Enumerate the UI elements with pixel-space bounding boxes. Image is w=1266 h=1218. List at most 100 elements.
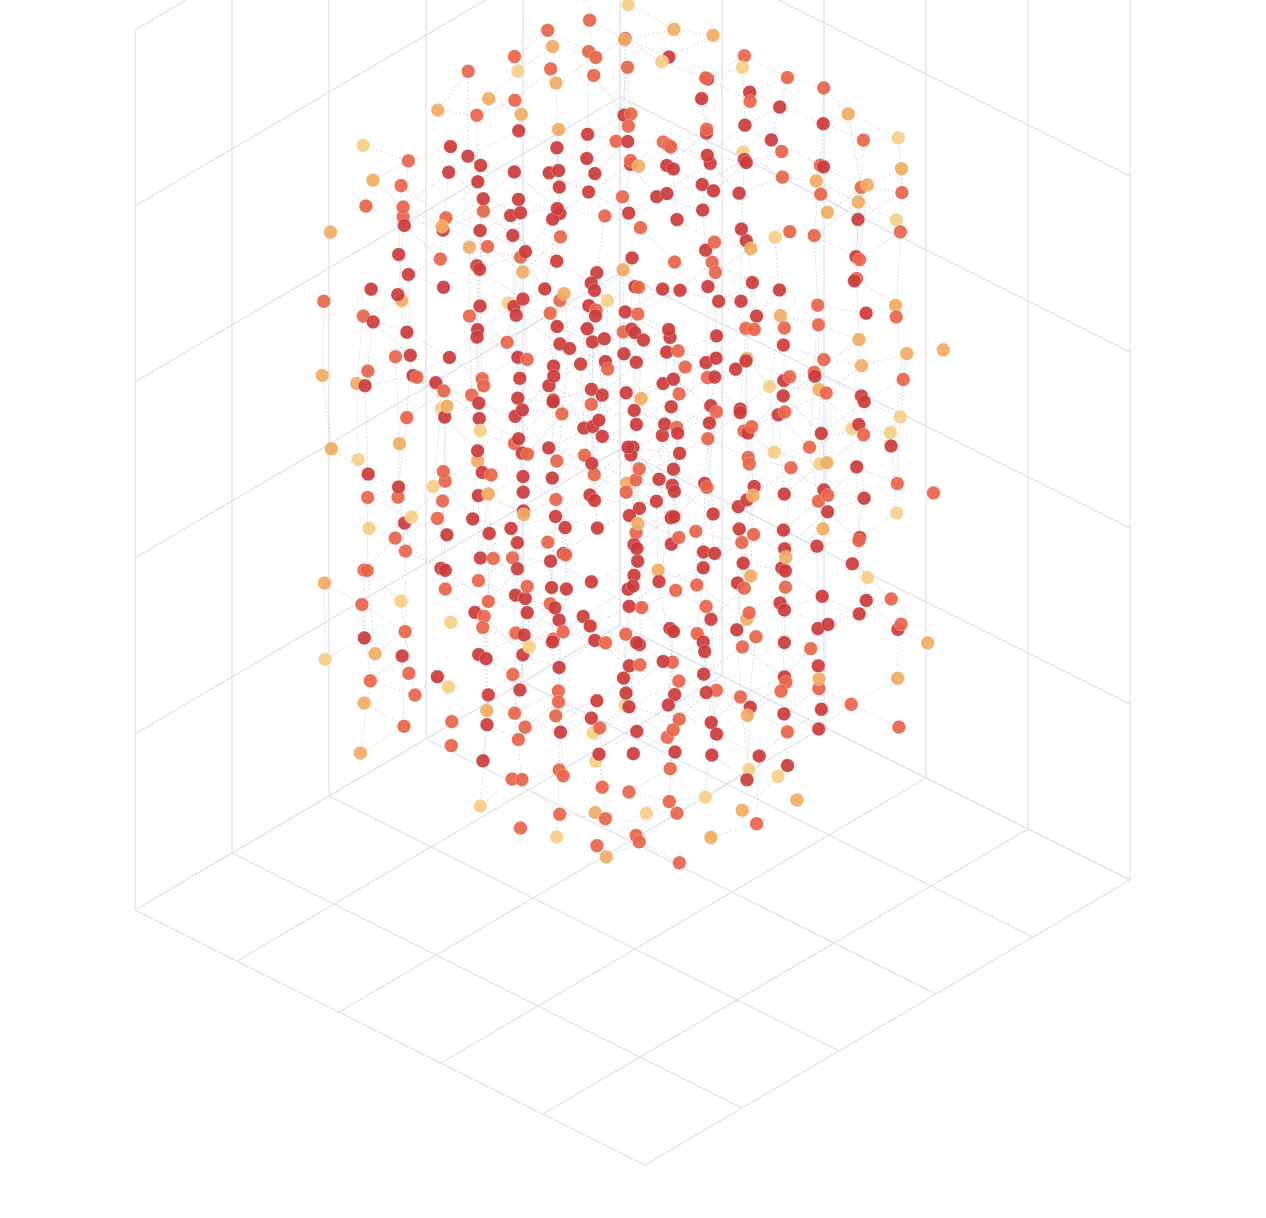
network-edge — [480, 778, 513, 807]
network-edge — [820, 87, 825, 166]
data-point — [667, 744, 683, 760]
network-edge — [398, 417, 408, 488]
data-point — [890, 476, 905, 491]
network-edge — [602, 369, 609, 437]
network-edge — [821, 433, 864, 436]
floor-gridline — [542, 828, 1029, 1115]
data-point — [617, 32, 632, 47]
network-edge — [488, 493, 524, 515]
network-edge — [675, 553, 715, 591]
data-point — [430, 669, 445, 684]
network-edge — [769, 386, 819, 390]
network-edge — [559, 315, 596, 345]
grid-walls — [134, 0, 1131, 1166]
data-point — [733, 405, 748, 420]
network-edge — [712, 486, 755, 515]
data-point — [672, 386, 687, 401]
data-point — [778, 563, 793, 578]
network-edge — [482, 627, 530, 648]
data-point — [819, 385, 834, 401]
data-point — [426, 479, 441, 494]
network-edge — [712, 261, 753, 283]
wall-x-gridline — [619, 624, 1131, 881]
data-point — [597, 208, 612, 223]
data-point — [390, 287, 405, 302]
network-edge — [364, 321, 374, 386]
data-point — [615, 189, 630, 204]
data-point — [666, 161, 681, 177]
network-edge — [590, 606, 630, 627]
network-edge — [756, 756, 760, 824]
network-edge — [825, 393, 828, 463]
data-point — [354, 597, 369, 612]
network-edge — [710, 587, 745, 620]
network-edge — [397, 225, 405, 295]
data-point — [812, 671, 827, 686]
network-edge — [404, 225, 441, 260]
data-point — [509, 308, 524, 323]
data-point — [851, 195, 866, 210]
data-point — [704, 748, 719, 763]
network-edge — [587, 51, 589, 135]
data-point — [548, 75, 564, 90]
data-point — [441, 165, 456, 180]
data-point — [666, 372, 681, 387]
network-edge — [488, 568, 518, 602]
data-point — [631, 159, 646, 174]
data-point — [518, 720, 533, 735]
data-point — [630, 516, 645, 531]
network-edge — [405, 550, 446, 571]
network-edge — [588, 191, 629, 214]
data-point — [737, 118, 752, 133]
data-point — [315, 368, 330, 383]
data-point — [773, 308, 788, 323]
data-point — [484, 467, 499, 482]
network-edge — [469, 316, 472, 396]
network-edge — [402, 206, 443, 227]
data-point — [430, 511, 445, 526]
network-edge — [656, 435, 663, 502]
data-point — [633, 220, 648, 235]
data-point — [587, 493, 602, 508]
network-edge — [623, 661, 673, 679]
network-edge — [702, 133, 707, 211]
data-point — [476, 378, 491, 393]
data-point — [621, 699, 637, 714]
network-edge — [552, 401, 599, 421]
network-edge — [517, 553, 564, 569]
network-edge — [742, 646, 785, 678]
network-edge — [321, 301, 325, 376]
data-point — [749, 309, 764, 324]
data-point — [481, 687, 496, 702]
data-point — [481, 594, 496, 609]
network-edge — [742, 67, 746, 126]
data-point — [552, 807, 567, 822]
data-point — [711, 294, 726, 309]
network-edge — [737, 582, 743, 647]
network-edge — [626, 491, 672, 517]
data-point — [600, 293, 615, 308]
network-edge — [483, 616, 524, 655]
data-point — [852, 252, 867, 267]
data-point — [537, 281, 552, 296]
network-edge — [863, 416, 901, 436]
data-point — [473, 423, 488, 438]
network-edge — [518, 715, 557, 740]
data-point — [775, 170, 790, 185]
data-point — [587, 166, 602, 181]
data-point — [655, 282, 670, 297]
data-point — [357, 630, 372, 645]
network-edge — [367, 497, 412, 518]
data-point — [401, 267, 416, 282]
data-point — [397, 218, 412, 233]
data-point — [500, 335, 515, 350]
data-point — [550, 319, 565, 334]
data-point — [512, 371, 527, 386]
network-edge — [518, 130, 558, 149]
network-edge — [365, 205, 405, 226]
data-point — [507, 706, 522, 721]
data-point — [920, 635, 935, 651]
data-point — [543, 61, 558, 76]
